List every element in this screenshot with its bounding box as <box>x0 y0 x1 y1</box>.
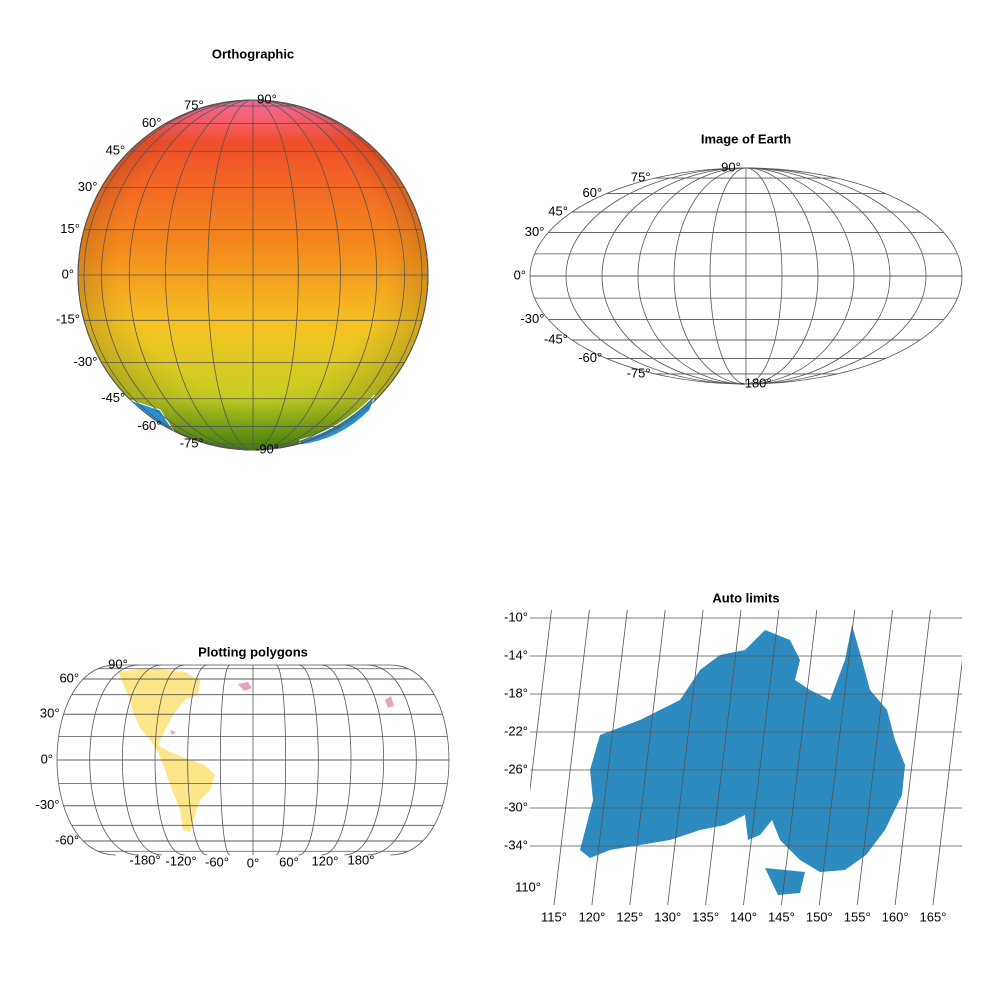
lat-label: 45° <box>106 143 126 158</box>
lat-label: 30° <box>40 706 60 721</box>
lat-label: 90° <box>257 91 277 106</box>
coastline <box>129 394 376 446</box>
lat-label: -30° <box>520 311 544 326</box>
lat-label: 30° <box>78 179 98 194</box>
lat-label: 0° <box>41 751 53 766</box>
regional-grid <box>530 610 962 905</box>
lat-label: -26° <box>504 761 528 776</box>
lat-label: 60° <box>59 671 79 686</box>
lat-label: -14° <box>504 647 528 662</box>
lat-label: -75° <box>627 365 651 380</box>
lon-label: 155° <box>844 909 871 924</box>
lat-label: -60° <box>55 832 79 847</box>
lat-label: -22° <box>504 723 528 738</box>
panel-title: Plotting polygons <box>198 644 308 659</box>
lat-label: 0° <box>514 267 526 282</box>
lat-label: -75° <box>180 435 204 450</box>
lat-label: -90° <box>255 441 279 456</box>
lon-label: 130° <box>654 909 681 924</box>
lon-label: 160° <box>882 909 909 924</box>
lon-label: -180° <box>740 375 771 390</box>
lat-label: -60° <box>138 418 162 433</box>
meridian <box>667 610 704 905</box>
lon-label: 0° <box>247 855 259 870</box>
lat-label: 30° <box>525 224 545 239</box>
lat-label: 60° <box>142 115 162 130</box>
graticules <box>56 99 963 905</box>
lat-label: 0° <box>62 266 74 281</box>
lat-label: -45° <box>101 390 125 405</box>
lon-label: -60° <box>205 854 229 869</box>
lat-label: -60° <box>578 350 602 365</box>
lon-label: 165° <box>920 909 947 924</box>
lat-label: -30° <box>36 797 60 812</box>
lat-label: -34° <box>504 837 528 852</box>
meridian <box>932 659 962 905</box>
meridian <box>894 610 931 905</box>
lon-label: 180° <box>348 852 375 867</box>
lon-label: 115° <box>541 909 567 924</box>
lon-label: 120° <box>312 853 339 868</box>
lat-label: -30° <box>73 354 97 369</box>
lon-label: 135° <box>692 909 719 924</box>
lat-label: -30° <box>504 799 528 814</box>
meridian <box>743 610 780 905</box>
lat-label: 75° <box>631 170 651 185</box>
meridian <box>781 610 818 905</box>
lon-label: 60° <box>279 854 299 869</box>
lat-label: 45° <box>548 203 568 218</box>
meridian <box>591 610 628 905</box>
lat-label: 15° <box>60 221 80 236</box>
lat-label: -18° <box>504 685 528 700</box>
lat-label: 90° <box>721 159 741 174</box>
meridian <box>530 610 552 793</box>
lat-label: -45° <box>544 331 568 346</box>
panel-title: Auto limits <box>712 590 779 605</box>
small-polygons <box>170 682 394 735</box>
panel-title: Orthographic <box>212 46 294 61</box>
lat-label: -10° <box>504 609 528 624</box>
meridian <box>856 610 893 905</box>
meridian <box>629 610 666 905</box>
panel-title: Image of Earth <box>701 131 791 146</box>
lon-label: -120° <box>165 853 196 868</box>
lat-label: 75° <box>184 97 204 112</box>
meridian <box>818 610 856 905</box>
meridian <box>553 610 590 905</box>
titles: Orthographic Image of Earth Plotting polyg… <box>198 46 791 659</box>
lat-label: 90° <box>108 656 128 671</box>
lon-label: -180° <box>129 852 160 867</box>
meridian <box>705 610 742 905</box>
lon-label: 150° <box>806 909 833 924</box>
australia <box>580 625 905 895</box>
americas-polygon <box>118 668 215 832</box>
lat-label: -15° <box>56 312 80 327</box>
lat-label: 60° <box>583 185 603 200</box>
lon-label: 140° <box>730 909 757 924</box>
lon-label: 125° <box>616 909 643 924</box>
lon-label: 110° <box>515 879 541 894</box>
lon-label: 120° <box>578 909 605 924</box>
lon-label: 145° <box>768 909 795 924</box>
